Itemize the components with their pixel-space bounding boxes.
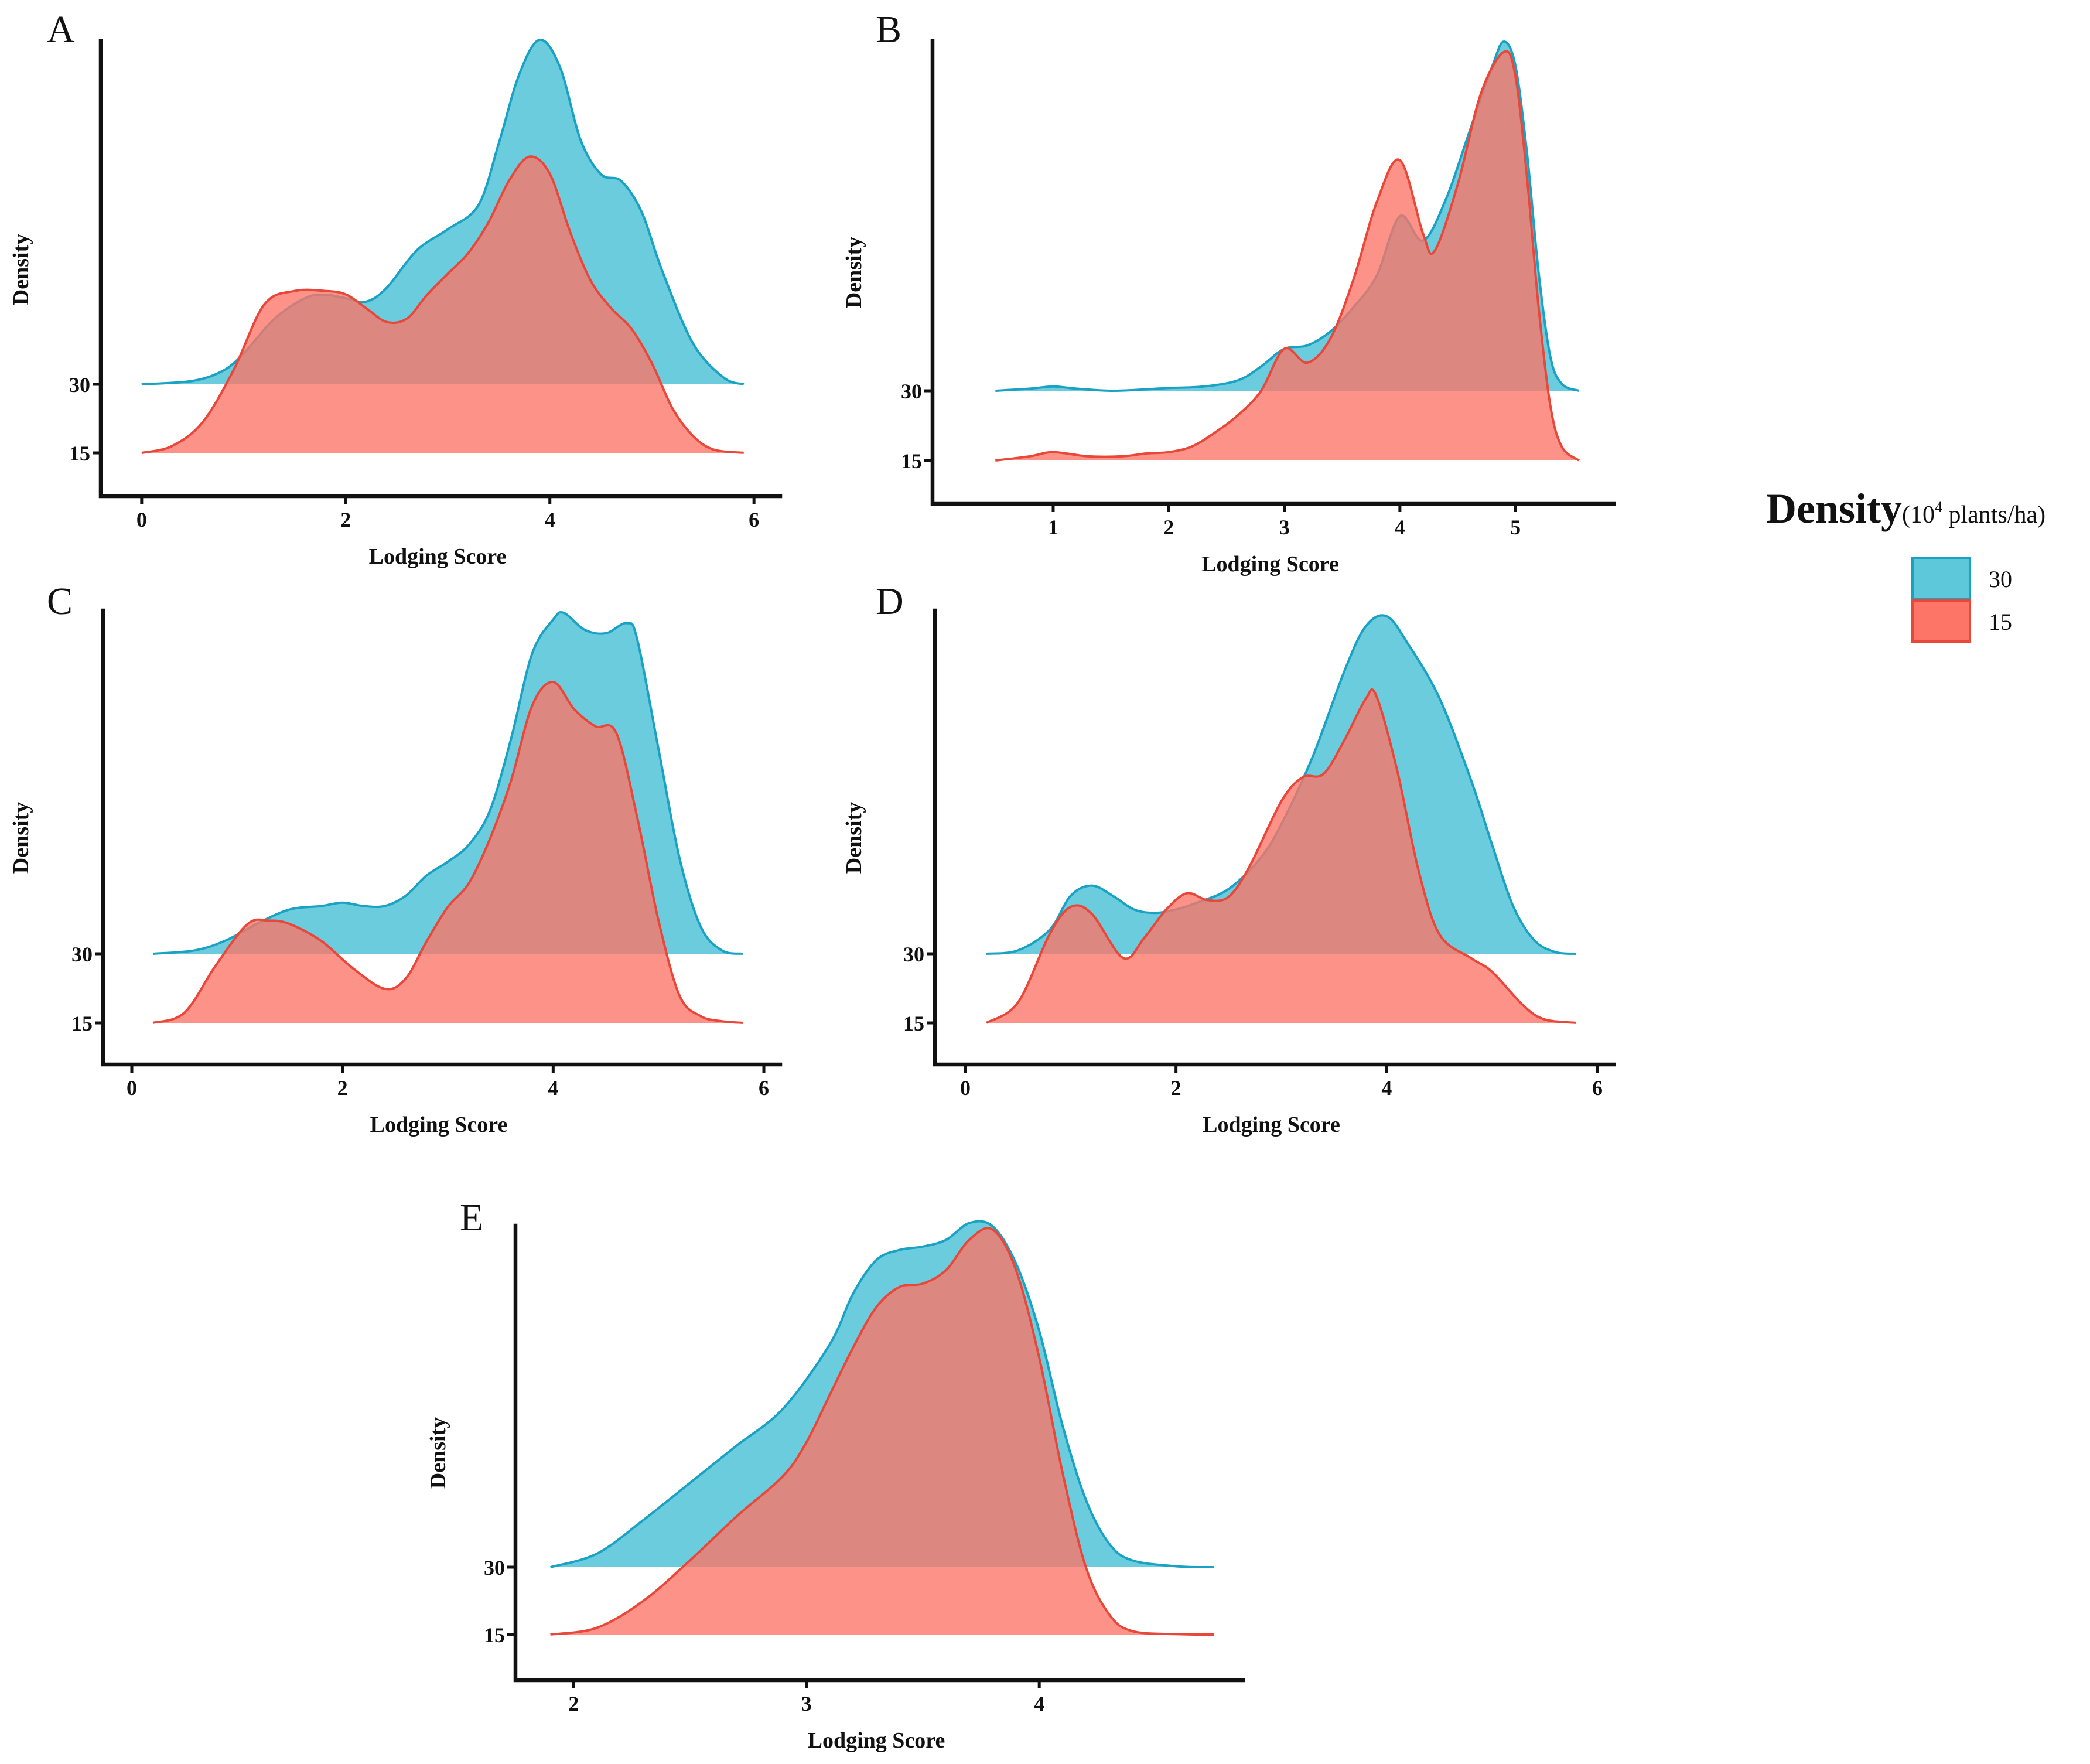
y-tick-label-15: 15 [901,449,922,473]
x-tick-label: 2 [337,1076,348,1100]
legend-key-15 [1911,599,1971,643]
x-tick-label: 2 [340,508,351,531]
y-tick-label-30: 30 [484,1556,505,1579]
y-axis-title: Density [842,237,866,308]
x-tick-label: 4 [1034,1692,1044,1715]
x-tick-label: 4 [548,1076,558,1100]
panel-letter: A [47,8,75,51]
panel-e: E 30 15 2 3 4 Lodging Score Density [426,1196,1245,1753]
x-tick-label: 4 [1395,516,1405,539]
legend-label-15: 15 [1989,609,2012,635]
x-axis-title: Lodging Score [1203,1113,1340,1137]
ridge-area-15 [995,51,1579,460]
legend: Density(104 plants/ha) 30 15 [1766,485,2045,643]
axis-lines [98,39,783,499]
x-axis-title: Lodging Score [370,1113,508,1137]
x-tick-label: 2 [1171,1076,1181,1100]
ridge-line-30 [152,610,743,955]
x-tick-label: 2 [568,1692,579,1715]
ridge-area-15 [986,689,1576,1023]
legend-unit-sup: 4 [1935,499,1942,516]
x-tick-label: 0 [127,1076,137,1100]
x-axis-title: Lodging Score [808,1728,945,1753]
x-tick-label: 6 [749,508,759,531]
x-tick-label: 4 [545,508,555,531]
legend-key-30 [1911,557,1971,600]
y-axis-title: Density [426,1417,450,1489]
legend-label-30: 30 [1989,566,2012,592]
panel-c: C 30 15 0 2 4 6 Lodging Score Density [9,580,783,1137]
ridge-area-15 [141,156,744,453]
ridge-line-15 [550,1227,1214,1636]
panel-a: A 30 15 0 2 4 6 Lodging Score Density [9,8,783,569]
y-tick-label-15: 15 [69,442,90,465]
x-tick-label: 6 [759,1076,769,1100]
ridge-line-15 [985,688,1577,1024]
x-tick-label: 1 [1048,516,1058,539]
y-axis-title: Density [842,802,866,874]
y-tick-label-30: 30 [69,373,90,397]
x-tick-label: 5 [1510,516,1521,539]
x-tick-label: 4 [1381,1076,1392,1100]
x-tick-label: 0 [136,508,147,531]
ridge-line-30 [986,614,1577,955]
x-tick-label: 6 [1592,1076,1603,1100]
panel-letter: B [876,8,901,51]
ridge-area-15 [153,681,743,1023]
ridge-area-30 [986,615,1576,954]
x-tick-label: 0 [960,1076,971,1100]
axis-lines [930,39,1616,506]
ridge-line-30 [550,1220,1214,1569]
legend-title: Density(104 plants/ha) [1766,485,2045,532]
ridge-area-15 [550,1228,1214,1635]
panel-b: B 30 15 1 2 3 4 5 Lodging Score Density [842,8,1616,576]
y-axis-title: Density [9,234,33,305]
panel-letter: D [876,580,904,623]
y-tick-label-15: 15 [484,1623,505,1647]
legend-title-text: Density [1766,485,1902,532]
y-tick-label-30: 30 [901,380,922,403]
ridge-line-15 [995,50,1580,462]
legend-unit-rest: plants/ha) [1942,501,2045,528]
panel-letter: C [47,580,73,623]
x-tick-label: 2 [1163,516,1174,539]
y-tick-label-15: 15 [71,1012,93,1035]
x-tick-label: 3 [801,1692,812,1715]
panel-letter: E [460,1196,483,1239]
axis-lines [513,1223,1245,1683]
y-tick-label-15: 15 [903,1012,924,1035]
y-tick-label-30: 30 [903,943,924,966]
ridge-line-15 [141,155,744,454]
x-axis-title: Lodging Score [1201,552,1339,576]
y-axis-title: Density [9,802,33,874]
x-axis-title: Lodging Score [369,544,507,569]
x-tick-label: 3 [1279,516,1290,539]
ridge-line-15 [152,681,743,1024]
panel-d: D 30 15 0 2 4 6 Lodging Score Density [842,580,1616,1137]
y-tick-label-30: 30 [71,943,93,966]
legend-unit-text: (10 [1902,501,1935,528]
